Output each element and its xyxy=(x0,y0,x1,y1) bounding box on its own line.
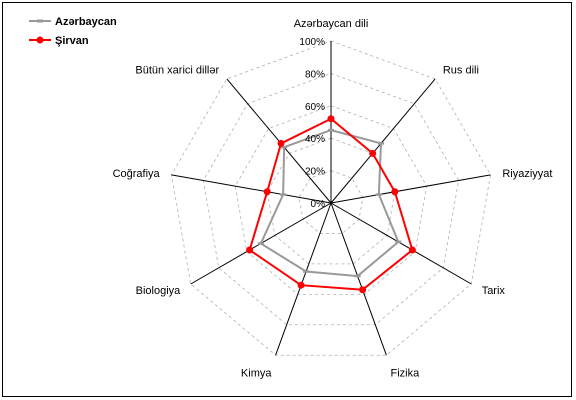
category-label-5: Kimya xyxy=(241,368,272,380)
tick-labels: 0% 20% 40% 60% 80% 100% xyxy=(299,37,325,210)
series-1-point-2 xyxy=(391,188,399,196)
category-label-0: Azərbaycan dili xyxy=(294,18,369,30)
series-lines xyxy=(246,115,416,294)
legend-marker-sirvan xyxy=(36,36,44,44)
legend-label-sirvan: Şirvan xyxy=(55,35,89,47)
series-line-1 xyxy=(248,117,414,291)
category-label-3: Tarix xyxy=(482,285,506,297)
category-label-2: Riyaziyyat xyxy=(502,168,552,180)
series-1-point-1 xyxy=(369,149,377,157)
radar-chart: Azərbaycan dili Rus dili Riyaziyyat Tarix Fi… xyxy=(29,16,553,380)
axis-line-3 xyxy=(330,202,472,285)
series-1-point-8 xyxy=(277,139,285,147)
axis-line-4 xyxy=(330,202,387,356)
chart-frame: Azərbaycan dili Rus dili Riyaziyyat Tarix Fi… xyxy=(2,2,572,397)
category-label-4: Fizika xyxy=(391,368,421,380)
axis-line-5 xyxy=(275,202,332,356)
category-label-8: Bütün xarici dillər xyxy=(135,65,219,77)
series-1-point-6 xyxy=(246,246,254,254)
legend: Azərbaycan Şirvan xyxy=(29,16,117,47)
series-1-point-7 xyxy=(263,188,271,196)
grid-ring-60 xyxy=(234,105,428,295)
tick-label-5: 100% xyxy=(299,37,325,48)
category-label-6: Biologiya xyxy=(136,285,182,297)
grid-ring-100 xyxy=(171,40,491,356)
tick-label-0: 0% xyxy=(311,199,326,210)
category-label-1: Rus dili xyxy=(443,65,479,77)
axis-line-1 xyxy=(330,78,436,204)
series-1-point-5 xyxy=(297,281,305,289)
tick-label-2: 40% xyxy=(305,134,325,145)
axis-line-7 xyxy=(171,174,332,204)
grid-ring-80 xyxy=(202,72,460,326)
category-labels: Azərbaycan dili Rus dili Riyaziyyat Tarix Fi… xyxy=(113,18,553,380)
tick-label-4: 80% xyxy=(305,69,325,80)
series-1-point-4 xyxy=(359,286,367,294)
category-label-7: Coğrafiya xyxy=(113,168,161,180)
legend-label-azerbaycan: Azərbaycan xyxy=(55,16,117,28)
series-1-point-0 xyxy=(327,115,335,123)
series-1-point-3 xyxy=(408,246,416,254)
radial-axes xyxy=(171,41,491,356)
series-line-0 xyxy=(259,129,400,278)
axis-line-2 xyxy=(330,174,491,204)
tick-label-3: 60% xyxy=(305,102,325,113)
tick-label-1: 20% xyxy=(305,167,325,178)
